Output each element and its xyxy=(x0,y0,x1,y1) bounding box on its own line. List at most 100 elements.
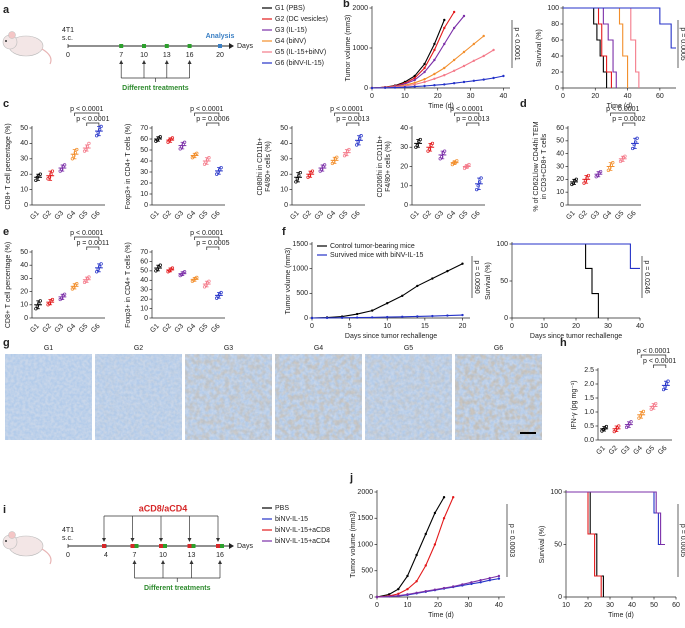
x-tick-label: G2 xyxy=(301,210,313,222)
x-tick-label: G5 xyxy=(614,210,626,222)
data-point xyxy=(427,147,432,151)
p-value: p < 0.0001 xyxy=(70,106,103,113)
x-tick-label: G2 xyxy=(161,323,173,335)
line-series xyxy=(371,19,445,89)
legend-label: Survived mice with biNV-IL-15 xyxy=(330,252,423,259)
p-value: p = 0.0013 xyxy=(456,116,489,123)
line-marker xyxy=(406,593,409,596)
treatment-label: Different treatments xyxy=(122,85,189,92)
significance-bracket xyxy=(622,122,636,126)
x-tick-label: 10 xyxy=(562,602,570,609)
line-marker xyxy=(502,74,505,78)
line-marker xyxy=(423,78,426,81)
significance-bracket xyxy=(610,112,636,116)
y-tick-label: 20 xyxy=(20,288,28,295)
line-marker xyxy=(470,581,473,584)
x-tick-label: G4 xyxy=(66,323,78,335)
y-tick-label: 30 xyxy=(280,156,288,163)
y-tick-label: 1000 xyxy=(357,541,373,548)
line-marker xyxy=(386,302,389,305)
legend-label: biNV-IL-15 xyxy=(275,516,308,523)
x-tick-label: G4 xyxy=(186,323,198,335)
x-axis-label: Days since tumor rechallenge xyxy=(530,333,622,340)
p-value: p < 0.0001 xyxy=(70,230,103,237)
arrow-head xyxy=(130,538,135,542)
line-marker xyxy=(403,86,407,89)
y-tick-label: 10 xyxy=(280,186,288,193)
y-tick-label: 30 xyxy=(140,169,148,176)
y-tick-label: 10 xyxy=(20,186,28,193)
x-tick-label: 60 xyxy=(672,602,680,609)
significance-bracket xyxy=(206,122,220,126)
x-tick-label: G1 xyxy=(289,210,301,222)
line-marker xyxy=(462,64,466,68)
image-label: G2 xyxy=(134,345,143,352)
y-tick-label: 100 xyxy=(550,489,562,496)
y-tick-label: 0 xyxy=(24,202,28,209)
day-label: 10 xyxy=(140,52,148,59)
p-value: p = 0.0090 xyxy=(473,260,480,293)
antibody-marker xyxy=(159,544,163,548)
image-label: G5 xyxy=(404,345,413,352)
antibody-marker xyxy=(187,544,192,548)
line-marker xyxy=(401,294,404,297)
cell-line: 4T1 xyxy=(62,527,74,534)
line-marker xyxy=(443,18,446,22)
x-tick-label: G6 xyxy=(350,210,362,222)
y-tick-label: 500 xyxy=(361,568,373,575)
p-value: p < 0.0001 xyxy=(450,106,483,113)
line-marker xyxy=(482,34,485,38)
y-tick-label: 0 xyxy=(555,85,559,92)
p-value: p = 0.0005 xyxy=(196,240,229,247)
analysis-marker xyxy=(218,44,222,48)
x-axis-label: Days since tumor rechallenge xyxy=(345,333,437,340)
line-marker xyxy=(443,83,446,86)
line-marker xyxy=(452,26,456,30)
x-tick-label: 30 xyxy=(467,93,475,100)
line-marker xyxy=(431,314,434,318)
y-tick-label: 100 xyxy=(496,241,508,248)
antibody-label: aCD8/aCD4 xyxy=(139,503,188,513)
line-marker xyxy=(413,78,416,82)
x-tick-label: G1 xyxy=(29,323,41,335)
y-tick-label: 20 xyxy=(400,163,408,170)
y-tick-label: 60 xyxy=(556,125,564,132)
significance-bracket xyxy=(454,112,480,116)
day-label: 0 xyxy=(66,52,70,59)
line-marker xyxy=(433,77,436,81)
x-tick-label: G5 xyxy=(198,323,210,335)
y-tick-label: 10 xyxy=(20,302,28,309)
x-tick-label: G4 xyxy=(602,210,614,222)
route: s.c. xyxy=(62,35,73,42)
x-tick-label: 0 xyxy=(375,602,379,609)
line-marker xyxy=(461,262,464,265)
line-marker xyxy=(479,581,482,584)
survival-curve xyxy=(566,491,663,546)
survival-curve xyxy=(563,7,676,49)
x-tick-label: 10 xyxy=(401,93,409,100)
x-tick-label: G3 xyxy=(174,210,186,222)
legend-label: Control tumor-bearing mice xyxy=(330,243,415,250)
p-value: p < 0.0001 xyxy=(190,106,223,113)
legend-label: biNV-IL-15+aCD4 xyxy=(275,538,330,545)
legend-label: G5 (IL-15+biNV) xyxy=(275,49,326,56)
line-marker xyxy=(413,83,416,86)
p-value: p < 0.0001 xyxy=(330,106,363,113)
x-tick-label: 60 xyxy=(656,93,664,100)
y-tick-label: 50 xyxy=(554,541,562,548)
y-tick-label: 0 xyxy=(284,202,288,209)
x-tick-label: 10 xyxy=(540,323,548,330)
x-axis-label: Time (d) xyxy=(607,103,633,110)
significance-bracket xyxy=(466,122,480,126)
significance-bracket xyxy=(334,112,360,116)
y-axis-label: Tumor volume (mm3) xyxy=(285,248,292,315)
line-marker xyxy=(431,277,434,280)
y-tick-label: 70 xyxy=(140,249,148,256)
y-tick-label: 60 xyxy=(140,136,148,143)
treatment-marker xyxy=(163,544,167,548)
line-marker xyxy=(479,579,482,582)
line-marker xyxy=(433,42,436,46)
y-tick-label: 10 xyxy=(556,189,564,196)
y-tick-label: 20 xyxy=(140,180,148,187)
